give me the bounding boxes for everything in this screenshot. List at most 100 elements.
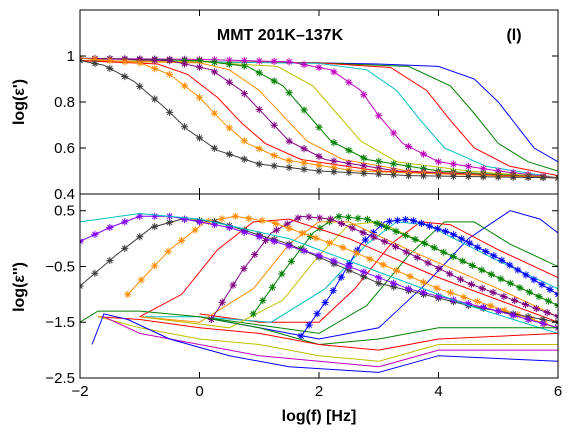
bottom-series-6-marker (440, 248, 448, 256)
bottom-series-10-marker (191, 226, 199, 234)
bottom-series-8-marker (489, 288, 497, 297)
top-series-11-marker (136, 82, 144, 90)
top-series-10-marker (300, 159, 308, 167)
y-tick-label: 0.4 (54, 186, 75, 203)
bottom-series-10-marker (446, 289, 455, 297)
bottom-series-6-marker (478, 266, 486, 274)
top-series-10-marker (315, 161, 323, 169)
top-series-10-marker (91, 55, 99, 64)
bottom-series-10-marker (366, 255, 374, 263)
top-series-6-marker (390, 160, 398, 168)
top-series-11-marker (285, 163, 293, 172)
x-tick-label: 2 (315, 383, 323, 400)
bottom-series-8-marker (478, 284, 486, 292)
bottom-series-8-marker (521, 300, 530, 309)
top-series-5-line (80, 60, 558, 179)
bottom-series-12-marker (479, 303, 487, 311)
bottom-series-10-marker (352, 249, 360, 257)
top-series-10-marker (285, 156, 293, 165)
bottom-series-4-marker (458, 235, 466, 243)
top-series-4-marker (255, 57, 263, 65)
top-series-6-marker (210, 58, 219, 66)
bottom-series-4-marker (369, 228, 377, 237)
bottom-series-9-line (139, 218, 558, 323)
top-series-11-marker (225, 150, 233, 158)
bottom-y-axis-label: log(ε'') (11, 262, 28, 312)
top-series-8-marker (345, 159, 353, 167)
top-series-4-marker (270, 57, 278, 65)
bottom-series-10-marker (393, 266, 401, 275)
top-series-group (80, 54, 558, 182)
x-axis-label: log(f) [Hz] (282, 408, 357, 425)
bottom-series-6-marker (278, 270, 286, 278)
top-panel: 0.4 0.6 0.8 1 MMT 201K–137K (l) log(ε') (11, 9, 559, 203)
top-series-11-line (80, 60, 558, 179)
bottom-series-8-marker (424, 259, 432, 267)
top-series-8-marker (300, 145, 308, 153)
top-series-4-marker (330, 68, 338, 76)
top-series-8-marker (375, 164, 383, 172)
bottom-series-8-line (211, 215, 558, 320)
top-series-11-marker (449, 172, 458, 180)
bottom-series-10-marker (298, 229, 307, 237)
bottom-series-8-marker (532, 304, 540, 313)
top-series-10-marker (121, 58, 129, 66)
chart-title: MMT 201K–137K (217, 27, 344, 44)
bottom-series-4-marker (329, 287, 337, 295)
bottom-series-6-marker (430, 244, 438, 252)
bottom-series-10-marker (500, 306, 508, 314)
top-series-10-marker (225, 124, 233, 132)
bottom-series-11-marker (136, 233, 144, 241)
top-series-10-marker (240, 137, 248, 145)
top-series-6-marker (195, 57, 204, 65)
bottom-series-6-marker (544, 297, 553, 305)
top-series-8-marker (330, 157, 338, 165)
bottom-series-12-marker (225, 223, 233, 232)
top-series-4-marker (390, 129, 398, 137)
bottom-series-4-marker (522, 271, 530, 279)
top-series-7-line (80, 60, 558, 179)
bottom-series-11-marker (151, 223, 159, 231)
top-series-10-marker (270, 151, 278, 160)
bottom-panel: −2.5 −1.5 −0.5 0.5 −2 0 2 4 6 log(f) [Hz] log(ε… (11, 193, 562, 425)
bottom-series-6-marker (354, 214, 362, 222)
top-series-4-marker (315, 63, 323, 72)
top-series-6-marker (270, 77, 278, 85)
bottom-series-6-marker (402, 231, 410, 239)
bottom-series-8-marker (240, 265, 248, 273)
bottom-series-6-marker (487, 270, 495, 279)
bottom-series-10-marker (339, 244, 347, 252)
top-series-4-marker (345, 78, 353, 86)
bottom-series-4-marker (353, 246, 361, 254)
top-series-8-marker (210, 68, 219, 76)
x-tick-label: 6 (554, 383, 562, 400)
bottom-series-18-line (91, 313, 558, 373)
bottom-series-4-marker (546, 285, 554, 294)
bottom-series-8-marker (305, 213, 313, 221)
bottom-series-11-marker (345, 266, 353, 274)
bottom-series-6-marker (259, 296, 267, 305)
bottom-series-4-marker (409, 217, 418, 225)
bottom-series-12-marker (375, 274, 383, 282)
top-series-11-marker (300, 165, 308, 173)
bottom-series-8-marker (359, 228, 367, 237)
bottom-series-6-marker (287, 257, 295, 265)
bottom-series-8-marker (261, 236, 270, 244)
bottom-series-11-marker (375, 279, 383, 287)
bottom-series-12-marker (136, 212, 144, 220)
y-tick-label: 0.6 (54, 140, 75, 157)
y-tick-label: −2.5 (45, 370, 75, 387)
top-series-6-marker (225, 60, 233, 68)
top-series-8-marker (270, 121, 278, 129)
bottom-series-4-line (300, 218, 558, 337)
bottom-series-6-marker (249, 310, 257, 318)
top-series-10-marker (151, 65, 159, 73)
top-series-11-marker (539, 174, 547, 182)
top-series-6-marker (300, 106, 308, 114)
top-series-11-marker (405, 172, 413, 180)
bottom-x-ticks: −2 0 2 4 6 (71, 194, 562, 400)
bottom-series-6-marker (316, 224, 324, 232)
bottom-series-4-marker (482, 247, 490, 256)
bottom-series-8-marker (467, 280, 475, 288)
top-series-8-marker (315, 152, 323, 161)
